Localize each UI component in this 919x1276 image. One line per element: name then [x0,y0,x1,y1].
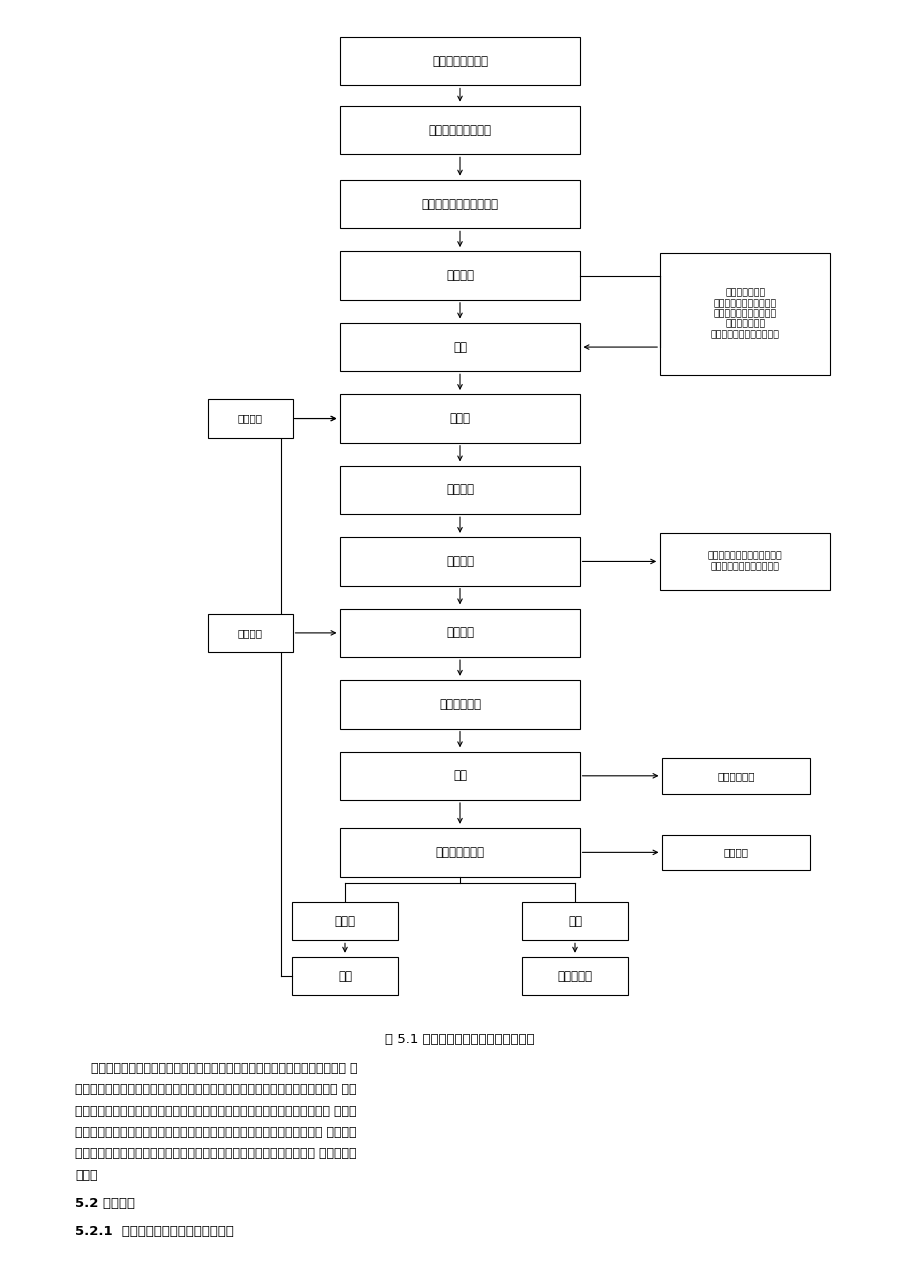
Text: 返修: 返修 [337,970,352,983]
FancyBboxPatch shape [340,37,579,85]
Text: 焊缝外观检查: 焊缝外观检查 [438,698,481,711]
Text: 检测报告: 检测报告 [722,847,748,857]
Text: 控制。: 控制。 [75,1169,97,1182]
Text: 的施工工艺控制流程，焊条选用不合理，电流电压控制不合理，焊接顺序错误等 往往: 的施工工艺控制流程，焊条选用不合理，电流电压控制不合理，焊接顺序错误等 往往 [75,1083,357,1096]
Text: 焊中检测: 焊中检测 [446,555,473,568]
Text: 工艺流程、电流、电压检查；
焊道清液、焊道质量检查。: 工艺流程、电流、电压检查； 焊道清液、焊道质量检查。 [707,551,782,572]
FancyBboxPatch shape [660,532,830,590]
FancyBboxPatch shape [340,323,579,371]
FancyBboxPatch shape [660,253,830,375]
FancyBboxPatch shape [340,680,579,729]
FancyBboxPatch shape [340,752,579,800]
FancyBboxPatch shape [208,614,292,652]
FancyBboxPatch shape [522,957,627,995]
Text: 超声波探伤检测: 超声波探伤检测 [435,846,484,859]
Text: 记录、验收: 记录、验收 [557,970,592,983]
FancyBboxPatch shape [340,828,579,877]
Text: 合格: 合格 [567,915,582,928]
FancyBboxPatch shape [340,466,579,514]
Text: 气候条件检查；
焊口间隙测定、坡口面清
理、焊机、工具、电路检
查、安全检查；
焊接材料检查、安装跟焊。: 气候条件检查； 焊口间隙测定、坡口面清 理、焊机、工具、电路检 查、安全检查； … [710,288,779,339]
FancyBboxPatch shape [340,180,579,228]
FancyBboxPatch shape [340,251,579,300]
FancyBboxPatch shape [340,537,579,586]
FancyBboxPatch shape [522,902,627,940]
Text: 打磨: 打磨 [452,769,467,782]
Text: 焊接场地清理: 焊接场地清理 [717,771,754,781]
FancyBboxPatch shape [292,902,397,940]
Text: 焊工自检: 焊工自检 [237,628,263,638]
FancyBboxPatch shape [208,399,292,438]
FancyBboxPatch shape [340,609,579,657]
Text: 焊条施焊: 焊条施焊 [446,484,473,496]
Text: 预热: 预热 [452,341,467,353]
Text: 不合格: 不合格 [335,915,355,928]
Text: 专用施焊平台制作: 专用施焊平台制作 [432,55,487,68]
Text: 图 5.1 薄钢板圆形风管焊接工艺流程图: 图 5.1 薄钢板圆形风管焊接工艺流程图 [385,1034,534,1046]
Text: 焊接试验和工艺评定: 焊接试验和工艺评定 [428,124,491,137]
Text: 特点，为提高圆形风管焊接质量而制定的工艺流程图。从焊接固定平台建立 到工艺评: 特点，为提高圆形风管焊接质量而制定的工艺流程图。从焊接固定平台建立 到工艺评 [75,1125,357,1139]
FancyBboxPatch shape [340,106,579,154]
Text: 会出现焊缝不均匀饱满、管道出现严重变形等质量问题。针对人防通风管道技 术质量: 会出现焊缝不均匀饱满、管道出现严重变形等质量问题。针对人防通风管道技 术质量 [75,1105,357,1118]
Text: 焊接完成: 焊接完成 [446,627,473,639]
FancyBboxPatch shape [292,957,397,995]
Text: 在制定本课题之前，我司也完成不少人防通风系统安装工程。由于没有按照正 确: 在制定本课题之前，我司也完成不少人防通风系统安装工程。由于没有按照正 确 [75,1062,357,1074]
Text: 缺陷修整: 缺陷修整 [237,413,263,424]
Text: 5.2.1  圆形风管平焊专用施焊平台制作: 5.2.1 圆形风管平焊专用施焊平台制作 [75,1225,234,1238]
Text: 确认合格: 确认合格 [446,269,473,282]
FancyBboxPatch shape [662,835,809,870]
Text: 定再到焊接焊缝检测，一道工序接一道工序，层层把关，使得工艺质量得 到非常好的: 定再到焊接焊缝检测，一道工序接一道工序，层层把关，使得工艺质量得 到非常好的 [75,1147,357,1160]
Text: 5.2 操作要点: 5.2 操作要点 [75,1197,135,1210]
FancyBboxPatch shape [662,758,809,794]
Text: 定焊位: 定焊位 [449,412,470,425]
FancyBboxPatch shape [340,394,579,443]
Text: 焊接顺序和焊接条件确认: 焊接顺序和焊接条件确认 [421,198,498,211]
